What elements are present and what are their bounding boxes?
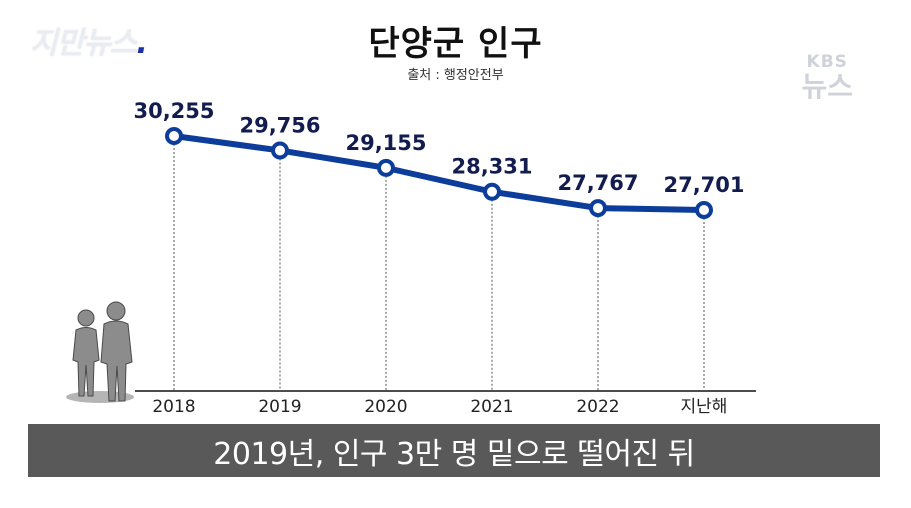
data-point [377,158,395,177]
chart-title: 단양군 인구 [368,24,543,64]
value-label: 30,255 [133,99,214,123]
broadcaster-logo: KBS 뉴스 [801,54,853,101]
broadcaster-name: KBS [806,52,848,72]
x-tick-label: 지난해 [681,397,728,417]
elderly-couple-icon [66,301,134,403]
data-point [589,199,607,218]
value-label: 28,331 [451,155,532,179]
chart-source: 출처 : 행정안전부 [407,68,504,83]
x-tick-label: 2020 [364,397,407,417]
value-label: 29,155 [345,131,426,155]
x-tick-label: 2021 [470,397,513,417]
series-line [171,133,707,213]
program-logo: 지만뉴스. [30,26,148,61]
data-point [483,182,501,201]
caption-text: 2019년, 인구 3만 명 밑으로 떨어진 뒤 [213,436,695,472]
value-label: 29,756 [239,113,320,137]
data-point [695,201,713,219]
value-label: 27,767 [557,171,638,195]
data-point [271,141,289,160]
data-point [165,127,183,145]
x-tick-label: 2022 [576,397,619,417]
value-label: 27,701 [663,173,744,197]
broadcaster-sub: 뉴스 [801,70,853,103]
caption-bar: 2019년, 인구 3만 명 밑으로 떨어진 뒤 [28,424,880,477]
x-tick-label: 2018 [152,397,195,417]
x-tick-label: 2019 [258,397,301,417]
